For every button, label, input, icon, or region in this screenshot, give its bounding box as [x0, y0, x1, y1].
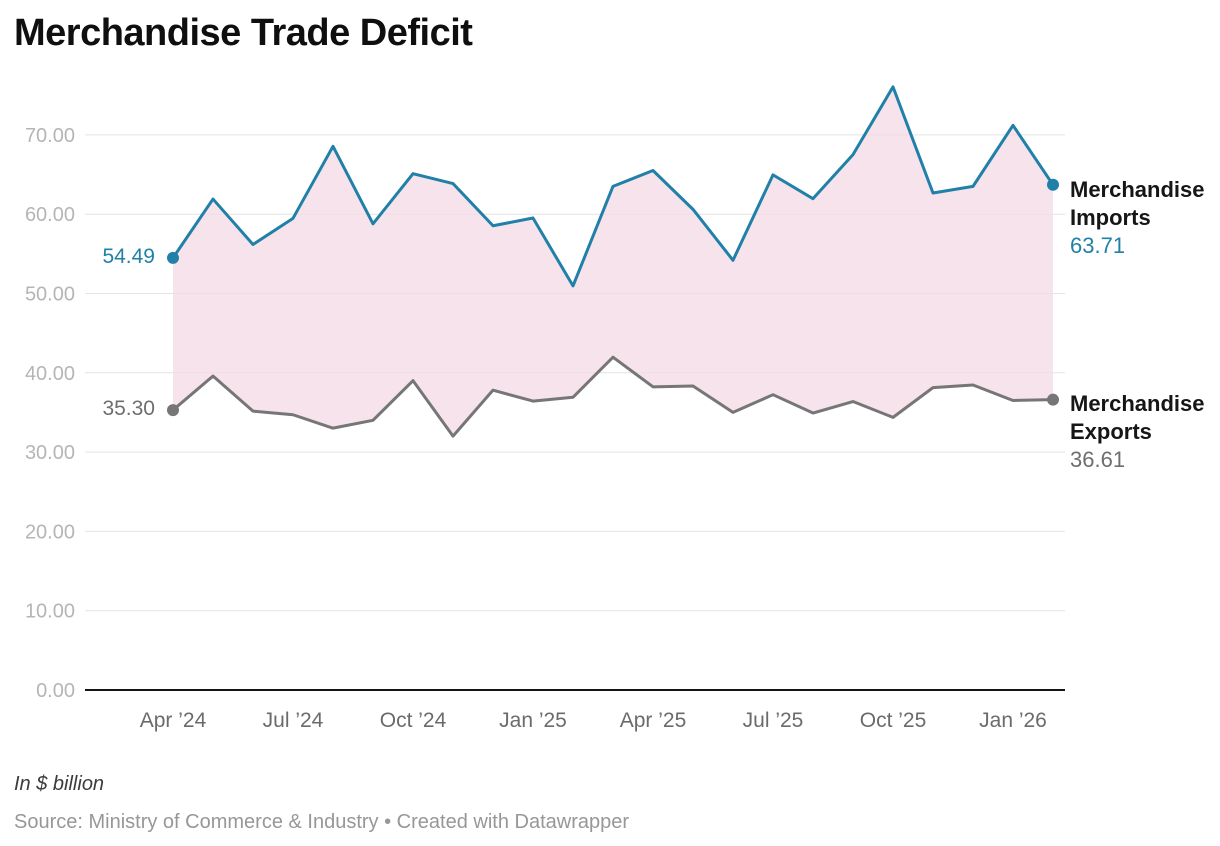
x-tick-label: Oct ’25: [860, 709, 927, 732]
imports-start-marker: [167, 251, 179, 264]
chart-title: Merchandise Trade Deficit: [14, 12, 473, 54]
y-tick-label: 0.00: [36, 680, 75, 702]
exports-end-marker: [1047, 393, 1059, 406]
y-tick-label: 20.00: [25, 521, 75, 543]
exports-start-marker: [167, 404, 179, 417]
y-tick-label: 70.00: [25, 125, 75, 147]
unit-note: In $ billion: [14, 773, 105, 795]
y-tick-label: 60.00: [25, 204, 75, 226]
x-tick-label: Jul ’24: [263, 709, 324, 732]
x-tick-label: Jan ’26: [979, 709, 1047, 732]
x-tick-label: Jan ’25: [499, 709, 567, 732]
source-line: Source: Ministry of Commerce & Industry …: [14, 811, 629, 833]
y-tick-label: 30.00: [25, 442, 75, 464]
exports-series-label: Merchandise Exports 36.61: [1070, 390, 1220, 474]
x-tick-label: Apr ’25: [620, 709, 687, 732]
x-tick-label: Oct ’24: [380, 709, 447, 732]
y-tick-label: 10.00: [25, 601, 75, 623]
imports-end-value: 63.71: [1070, 233, 1126, 258]
exports-line: [171, 355, 1055, 438]
y-tick-label: 50.00: [25, 284, 75, 306]
imports-start-value: 54.49: [102, 245, 155, 268]
imports-line: [171, 85, 1055, 288]
exports-end-value: 36.61: [1070, 447, 1126, 472]
imports-series-label: Merchandise Imports 63.71: [1070, 176, 1220, 260]
y-tick-label: 40.00: [25, 363, 75, 385]
exports-start-value: 35.30: [102, 397, 155, 420]
imports-series-name: Merchandise Imports: [1070, 177, 1205, 230]
x-tick-label: Apr ’24: [140, 709, 207, 732]
deficit-band: [173, 86, 1053, 437]
imports-end-marker: [1047, 178, 1059, 191]
exports-series-name: Merchandise Exports: [1070, 391, 1205, 444]
x-tick-label: Jul ’25: [743, 709, 804, 732]
